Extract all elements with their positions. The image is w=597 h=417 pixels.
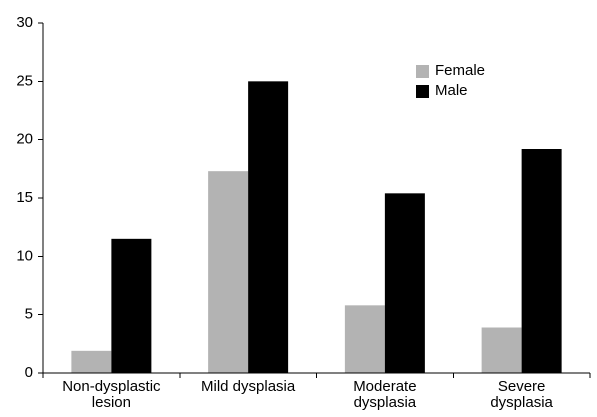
x-tick-label: Moderate	[353, 378, 416, 395]
x-tick-label: Mild dysplasia	[201, 378, 296, 395]
y-tick-label: 10	[16, 247, 33, 264]
x-tick-label: Severe	[498, 378, 546, 395]
legend: Female Male	[406, 54, 506, 104]
y-axis: 0 5 10 15 20 25 30	[16, 14, 44, 381]
x-tick-label: Non-dysplastic	[62, 378, 161, 395]
bar-male-3	[521, 149, 562, 373]
y-tick-label: 20	[16, 131, 33, 148]
y-tick-label: 0	[25, 364, 33, 381]
y-tick-label: 15	[16, 189, 33, 206]
legend-label-male: Male	[435, 82, 468, 99]
legend-label-female: Female	[435, 62, 485, 79]
legend-swatch-female	[416, 65, 429, 78]
bar-female-0	[71, 350, 112, 373]
x-tick-label: lesion	[92, 394, 131, 411]
bar-male-2	[384, 193, 425, 373]
legend-swatch-male	[416, 85, 429, 98]
y-tick-label: 5	[25, 306, 33, 323]
x-tick-label: dysplasia	[490, 394, 553, 411]
x-tick-label: dysplasia	[354, 394, 417, 411]
bar-female-1	[208, 171, 249, 373]
bars	[71, 81, 562, 373]
bar-female-2	[344, 305, 385, 373]
y-tick-label: 25	[16, 72, 33, 89]
bar-female-3	[481, 327, 522, 373]
y-tick-label: 30	[16, 14, 33, 31]
bar-male-1	[248, 81, 289, 373]
bar-male-0	[111, 238, 152, 373]
